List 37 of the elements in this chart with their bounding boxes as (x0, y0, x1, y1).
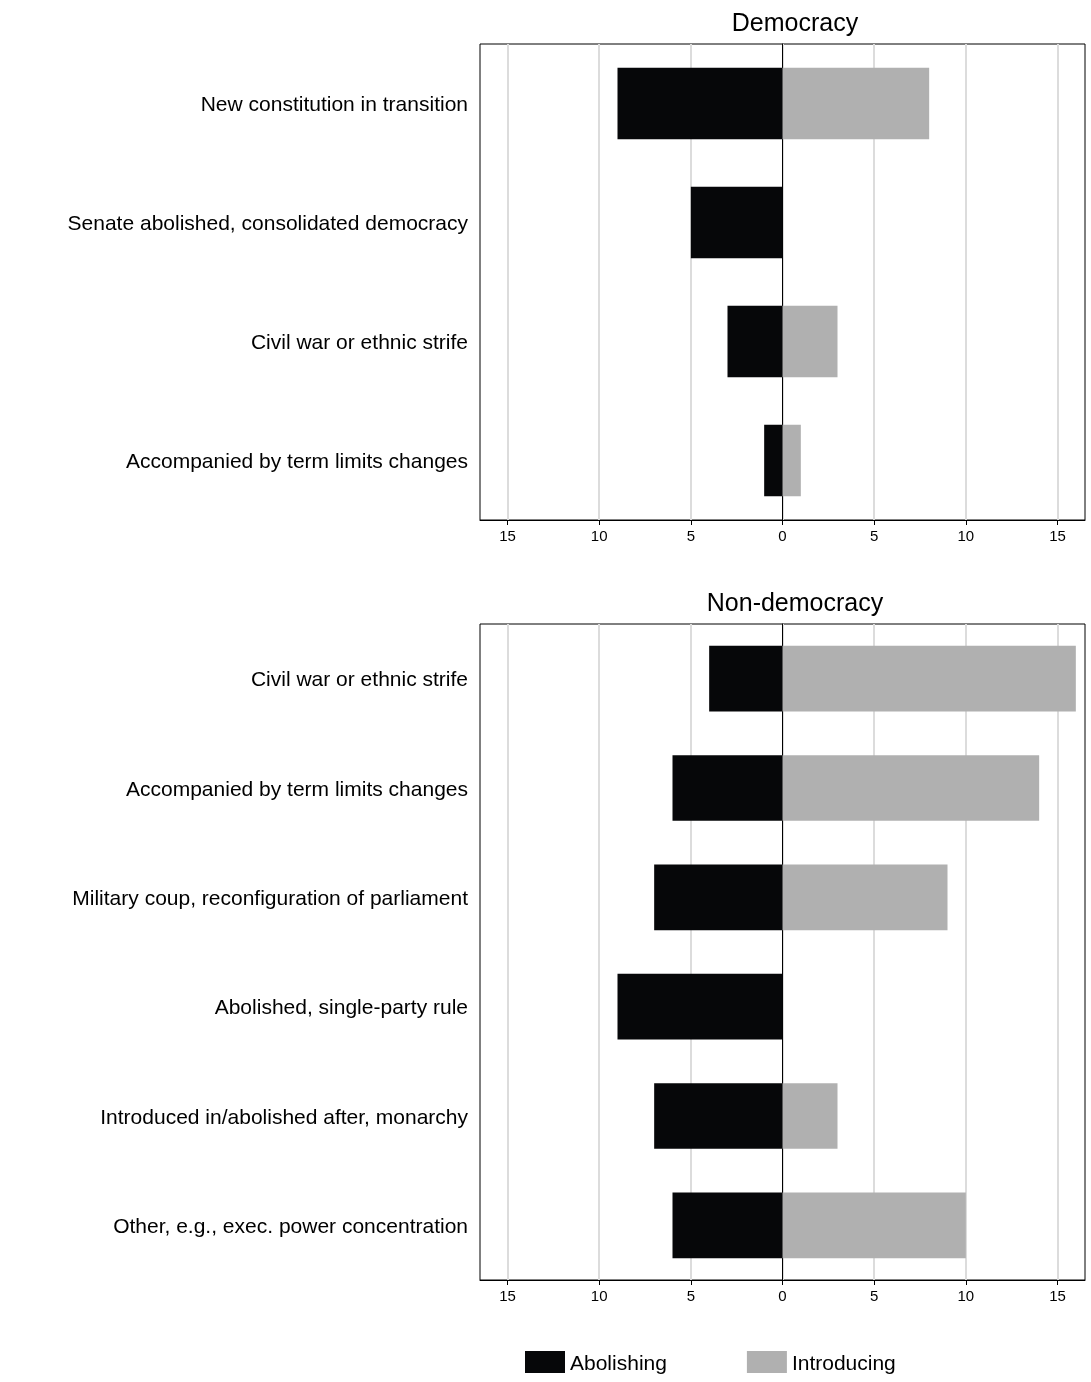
bar (782, 305, 838, 378)
bar (782, 645, 1076, 712)
y-tick-label: Other, e.g., exec. power concentration (113, 1213, 468, 1237)
y-tick-label: Civil war or ethnic strife (250, 330, 468, 353)
x-tick-label: 5 (869, 1287, 879, 1304)
y-tick-label: Accompanied by term limits changes (126, 776, 468, 800)
x-tick-label: 15 (499, 1287, 516, 1304)
bar (782, 1083, 838, 1149)
bar (782, 864, 948, 931)
y-tick-label: Military coup, reconfiguration of parliament (72, 885, 469, 909)
y-tick-label: Civil war or ethnic strife (250, 667, 468, 691)
x-tick-label: 5 (686, 527, 696, 544)
y-tick-label: Introduced in/abolished after, monarchy (100, 1104, 469, 1128)
x-tick-label: 5 (869, 527, 879, 544)
x-tick-label: 10 (590, 1287, 608, 1304)
bar (782, 1192, 966, 1259)
chart-title: Non-democracy (706, 587, 884, 616)
bar (782, 424, 801, 497)
legend-label: Abolishing (570, 1350, 667, 1374)
bar (782, 755, 1040, 821)
y-tick-label: Senate abolished, consolidated democracy (67, 211, 469, 234)
x-tick-label: 5 (686, 1287, 696, 1304)
x-tick-label: 10 (590, 527, 608, 544)
x-tick-label: 0 (778, 527, 787, 544)
y-tick-label: Abolished, single-party rule (214, 995, 468, 1019)
legend-label: Introducing (791, 1350, 896, 1374)
bar (782, 67, 930, 140)
x-tick-label: 10 (957, 527, 975, 544)
y-tick-label: New constitution in transition (200, 92, 468, 115)
y-tick-label: Accompanied by term limits changes (126, 449, 468, 472)
x-tick-label: 15 (1049, 1287, 1066, 1304)
x-tick-label: 15 (499, 527, 516, 544)
x-tick-label: 10 (957, 1287, 975, 1304)
x-tick-label: 15 (1049, 527, 1066, 544)
bar (709, 645, 783, 712)
chart-title: Democracy (731, 7, 859, 36)
x-tick-label: 0 (778, 1287, 787, 1304)
